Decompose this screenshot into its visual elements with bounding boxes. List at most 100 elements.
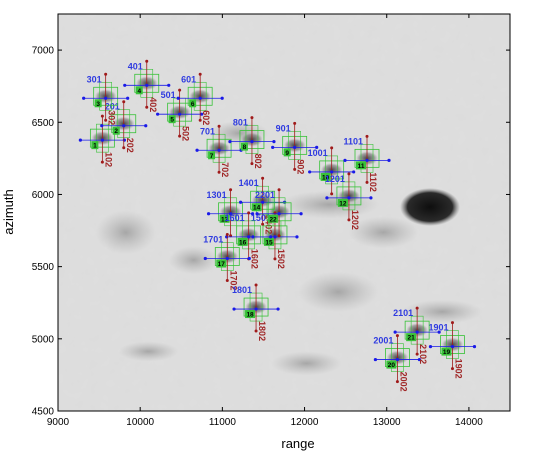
range-end-point <box>437 330 441 334</box>
azimuth-end-point <box>250 162 254 166</box>
target-id-tag <box>94 99 102 108</box>
range-end-point <box>200 112 204 116</box>
azimuth-end-point <box>395 334 399 338</box>
target-id-tag <box>240 142 248 151</box>
target-point <box>225 256 229 261</box>
azimuth-end-point <box>145 105 149 109</box>
target-point <box>395 357 400 362</box>
range-label: 501 <box>161 90 176 100</box>
target-marker: 9 901 902 <box>271 121 319 174</box>
target-id: 19 <box>443 349 451 356</box>
target-id-tag <box>283 148 291 157</box>
azimuth-end-point <box>450 367 454 371</box>
azimuth-label: 1802 <box>257 321 267 341</box>
target-point <box>198 96 202 100</box>
target-point <box>228 212 233 216</box>
range-end-point <box>195 148 199 152</box>
azimuth-end-point <box>254 283 258 287</box>
target-marker: 3 301 302 <box>82 72 130 125</box>
target-id-tag <box>189 99 197 108</box>
x-tick-label: 9000 <box>47 417 70 428</box>
azimuth-label: 902 <box>296 159 306 174</box>
target-marker: 7 701 702 <box>195 124 243 177</box>
y-tick-label: 6500 <box>32 118 55 129</box>
azimuth-end-point <box>198 118 202 122</box>
range-end-point <box>393 330 397 334</box>
target-id-tag <box>112 126 120 135</box>
azimuth-end-point <box>178 88 182 92</box>
azimuth-label: 502 <box>181 126 191 141</box>
azimuth-label: 1602 <box>250 249 260 269</box>
target-marker: 4 401 402 <box>123 59 171 112</box>
target-id-tag <box>441 347 452 356</box>
range-label: 401 <box>128 61 143 71</box>
target-marker: 19 1901 1902 <box>428 321 477 379</box>
azimuth-end-point <box>395 380 399 384</box>
range-end-point <box>232 307 236 311</box>
target-id-tag <box>245 310 256 319</box>
target-id: 5 <box>170 117 174 124</box>
range-end-point <box>220 96 224 100</box>
azimuth-end-point <box>365 134 369 138</box>
target-point <box>104 96 108 100</box>
target-id-tag <box>251 203 262 212</box>
azimuth-label: 602 <box>201 110 211 125</box>
target-point <box>145 83 149 87</box>
terrain-shadows <box>95 121 483 376</box>
range-label: 1201 <box>325 174 345 184</box>
target-id-tag <box>386 360 397 369</box>
azimuth-end-point <box>217 124 221 128</box>
target-id: 20 <box>388 362 396 369</box>
range-end-point <box>156 112 160 116</box>
range-end-point <box>144 124 148 128</box>
azimuth-end-point <box>250 116 254 120</box>
azimuth-end-point <box>104 118 108 122</box>
target-marker: 14 1401 1402 <box>239 176 287 234</box>
range-label: 2101 <box>393 308 413 318</box>
terrain-shadow <box>118 341 179 362</box>
range-end-point <box>100 124 104 128</box>
azimuth-end-point <box>122 100 126 104</box>
target-point <box>261 200 265 204</box>
azimuth-end-point <box>347 218 351 222</box>
plot-frame <box>57 13 511 412</box>
range-end-point <box>269 235 273 239</box>
range-label: 1101 <box>343 136 363 146</box>
target-marker: 22 2201 <box>255 188 303 238</box>
target-point <box>277 212 281 216</box>
azimuth-end-point <box>450 321 454 325</box>
target-id: 8 <box>243 144 247 151</box>
range-end-point <box>428 344 433 349</box>
target-id: 13 <box>221 216 229 223</box>
target-point <box>450 344 455 349</box>
range-label: 601 <box>181 74 196 84</box>
range-end-point <box>206 212 211 216</box>
azimuth-end-point <box>261 222 265 226</box>
azimuth-end-point <box>178 134 182 138</box>
target-id: 10 <box>322 174 330 181</box>
range-label: 1901 <box>428 323 448 333</box>
azimuth-label: 1702 <box>228 271 238 291</box>
range-label: 201 <box>105 102 120 112</box>
target-point <box>250 139 254 144</box>
y-tick-label: 4500 <box>32 407 55 418</box>
target-point <box>273 235 277 239</box>
target-marker: 21 2101 2102 <box>393 306 441 364</box>
target-id: 15 <box>265 239 273 246</box>
azimuth-end-point <box>273 257 277 261</box>
range-end-point <box>228 139 232 144</box>
target-id: 3 <box>96 101 100 108</box>
azimuth-end-point <box>293 167 297 171</box>
terrain-shadow <box>402 299 483 324</box>
range-label: 901 <box>276 123 291 133</box>
range-end-point <box>369 196 373 200</box>
terrain-shadow <box>298 271 379 312</box>
target-id-tag <box>320 172 331 181</box>
x-tick-label: 13000 <box>373 417 401 428</box>
azimuth-end-point <box>225 233 229 237</box>
x-axis-label: range <box>281 436 314 451</box>
range-label: 2201 <box>255 190 275 200</box>
target-point <box>330 170 334 174</box>
plot-area: 1102220120233013024401402550150266016027… <box>58 14 510 411</box>
